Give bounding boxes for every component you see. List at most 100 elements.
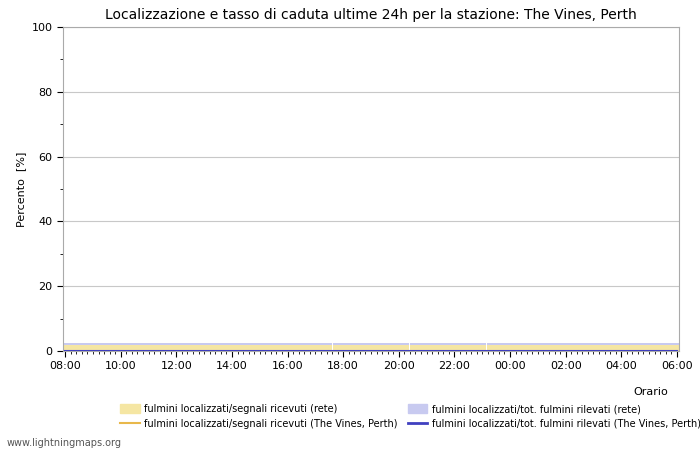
Bar: [63, 343, 67, 351]
Bar: [225, 345, 230, 351]
Bar: [106, 345, 110, 351]
Bar: [230, 345, 234, 351]
Bar: [337, 345, 341, 351]
Bar: [448, 343, 452, 351]
Bar: [195, 343, 200, 351]
Bar: [401, 345, 405, 351]
Bar: [580, 343, 585, 351]
Bar: [320, 345, 324, 351]
Bar: [529, 345, 533, 351]
Bar: [127, 345, 132, 351]
Bar: [93, 343, 97, 351]
Bar: [132, 345, 136, 351]
Bar: [580, 345, 585, 351]
Bar: [148, 345, 153, 351]
Bar: [551, 343, 555, 351]
Bar: [200, 343, 204, 351]
Bar: [106, 343, 110, 351]
Bar: [499, 343, 503, 351]
Bar: [585, 343, 589, 351]
Bar: [114, 343, 118, 351]
Bar: [517, 345, 521, 351]
Bar: [431, 343, 435, 351]
Bar: [671, 345, 675, 351]
Bar: [379, 345, 384, 351]
Bar: [307, 345, 311, 351]
Bar: [277, 343, 281, 351]
Bar: [140, 345, 144, 351]
Bar: [649, 345, 653, 351]
Bar: [195, 345, 200, 351]
Bar: [675, 343, 679, 351]
Bar: [349, 343, 354, 351]
Bar: [85, 343, 89, 351]
Bar: [102, 345, 106, 351]
Bar: [162, 345, 166, 351]
Bar: [234, 345, 239, 351]
Bar: [132, 343, 136, 351]
Bar: [239, 345, 243, 351]
Bar: [564, 343, 568, 351]
Bar: [491, 345, 495, 351]
Bar: [170, 343, 174, 351]
Bar: [264, 343, 268, 351]
Bar: [225, 343, 230, 351]
Bar: [354, 345, 358, 351]
Bar: [178, 345, 183, 351]
Bar: [136, 345, 140, 351]
Bar: [136, 343, 140, 351]
Bar: [671, 343, 675, 351]
Bar: [183, 345, 187, 351]
Bar: [662, 345, 666, 351]
Bar: [405, 345, 409, 351]
Bar: [456, 345, 461, 351]
Bar: [542, 343, 547, 351]
Bar: [538, 343, 542, 351]
Bar: [324, 343, 328, 351]
Bar: [157, 343, 162, 351]
Bar: [256, 343, 260, 351]
Bar: [422, 343, 426, 351]
Bar: [243, 345, 247, 351]
Bar: [555, 343, 559, 351]
Bar: [594, 345, 598, 351]
Bar: [486, 345, 491, 351]
Bar: [213, 345, 217, 351]
Bar: [632, 345, 636, 351]
Text: Orario: Orario: [634, 387, 668, 397]
Bar: [598, 343, 602, 351]
Bar: [174, 345, 179, 351]
Bar: [354, 343, 358, 351]
Bar: [93, 345, 97, 351]
Bar: [221, 345, 225, 351]
Bar: [204, 345, 209, 351]
Bar: [345, 343, 349, 351]
Bar: [80, 345, 85, 351]
Bar: [495, 345, 499, 351]
Bar: [602, 343, 606, 351]
Bar: [478, 345, 482, 351]
Bar: [298, 345, 302, 351]
Bar: [76, 343, 80, 351]
Bar: [529, 343, 533, 351]
Bar: [602, 345, 606, 351]
Bar: [401, 343, 405, 351]
Bar: [465, 345, 470, 351]
Bar: [80, 343, 85, 351]
Bar: [645, 343, 649, 351]
Bar: [247, 345, 251, 351]
Bar: [114, 345, 118, 351]
Bar: [349, 345, 354, 351]
Bar: [213, 343, 217, 351]
Bar: [547, 343, 551, 351]
Bar: [63, 345, 67, 351]
Bar: [166, 345, 170, 351]
Bar: [499, 345, 503, 351]
Bar: [67, 345, 71, 351]
Bar: [316, 345, 320, 351]
Bar: [251, 345, 256, 351]
Bar: [157, 345, 162, 351]
Bar: [435, 345, 440, 351]
Bar: [474, 343, 478, 351]
Bar: [435, 343, 440, 351]
